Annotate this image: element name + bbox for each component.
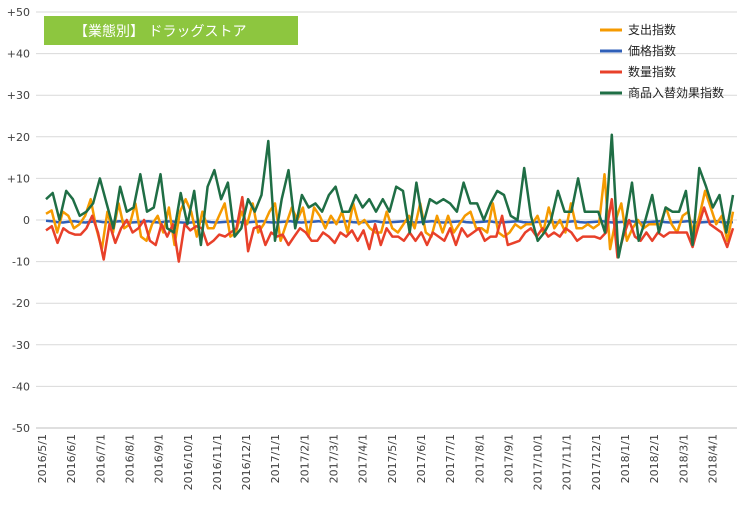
x-tick-label: 2017/7/1 xyxy=(444,434,457,483)
legend-label: 支出指数 xyxy=(628,22,676,37)
x-tick-label: 2017/8/1 xyxy=(473,434,486,483)
y-tick-label: +40 xyxy=(7,48,30,61)
y-tick-label: -20 xyxy=(12,297,30,310)
x-tick-label: 2017/12/1 xyxy=(590,434,603,490)
x-tick-label: 2018/2/1 xyxy=(648,434,661,483)
y-tick-label: -30 xyxy=(12,339,30,352)
x-tick-label: 2016/9/1 xyxy=(153,434,166,483)
y-tick-label: +30 xyxy=(7,89,30,102)
y-axis: +50 +40 +30 +20 +10 0 -10 -20 -30 -40 -50 xyxy=(7,6,30,435)
legend-label: 数量指数 xyxy=(628,64,676,79)
x-tick-label: 2017/10/1 xyxy=(532,434,545,490)
x-tick-label: 2017/3/1 xyxy=(328,434,341,483)
x-tick-label: 2017/2/1 xyxy=(298,434,311,483)
x-tick-label: 2018/4/1 xyxy=(706,434,719,483)
x-tick-label: 2017/9/1 xyxy=(502,434,515,483)
x-tick-label: 2016/6/1 xyxy=(65,434,78,483)
chart-title: 【業態別】 ドラッグストア xyxy=(74,24,246,40)
y-tick-label: -40 xyxy=(12,380,30,393)
legend-label: 商品入替効果指数 xyxy=(628,85,724,100)
x-tick-label: 2016/10/1 xyxy=(182,434,195,490)
x-tick-label: 2016/7/1 xyxy=(94,434,107,483)
x-tick-label: 2017/11/1 xyxy=(561,434,574,490)
y-tick-label: +50 xyxy=(7,6,30,19)
y-tick-label: 0 xyxy=(23,214,30,227)
x-tick-label: 2017/6/1 xyxy=(415,434,428,483)
x-tick-label: 2017/4/1 xyxy=(357,434,370,483)
title-background xyxy=(44,16,298,45)
x-tick-label: 2017/1/1 xyxy=(269,434,282,483)
x-tick-label: 2016/11/1 xyxy=(211,434,224,490)
x-tick-label: 2016/8/1 xyxy=(123,434,136,483)
x-tick-label: 2016/5/1 xyxy=(36,434,49,483)
x-tick-label: 2017/5/1 xyxy=(386,434,399,483)
x-axis: 2016/5/1 2016/6/1 2016/7/1 2016/8/1 2016/9/1… xyxy=(36,427,737,490)
x-tick-label: 2018/3/1 xyxy=(677,434,690,483)
y-tick-label: -50 xyxy=(12,422,30,435)
y-tick-label: -10 xyxy=(12,256,30,269)
series-line-商品入替効果指数 xyxy=(45,133,735,259)
legend-label: 価格指数 xyxy=(628,43,676,58)
chart-title-box: 【業態別】 ドラッグストア xyxy=(44,16,298,45)
x-tick-label: 2016/12/1 xyxy=(240,434,253,490)
y-tick-label: +10 xyxy=(7,172,30,185)
series-lines xyxy=(45,133,735,263)
y-tick-label: +20 xyxy=(7,131,30,144)
x-tick-label: 2018/1/1 xyxy=(619,434,632,483)
